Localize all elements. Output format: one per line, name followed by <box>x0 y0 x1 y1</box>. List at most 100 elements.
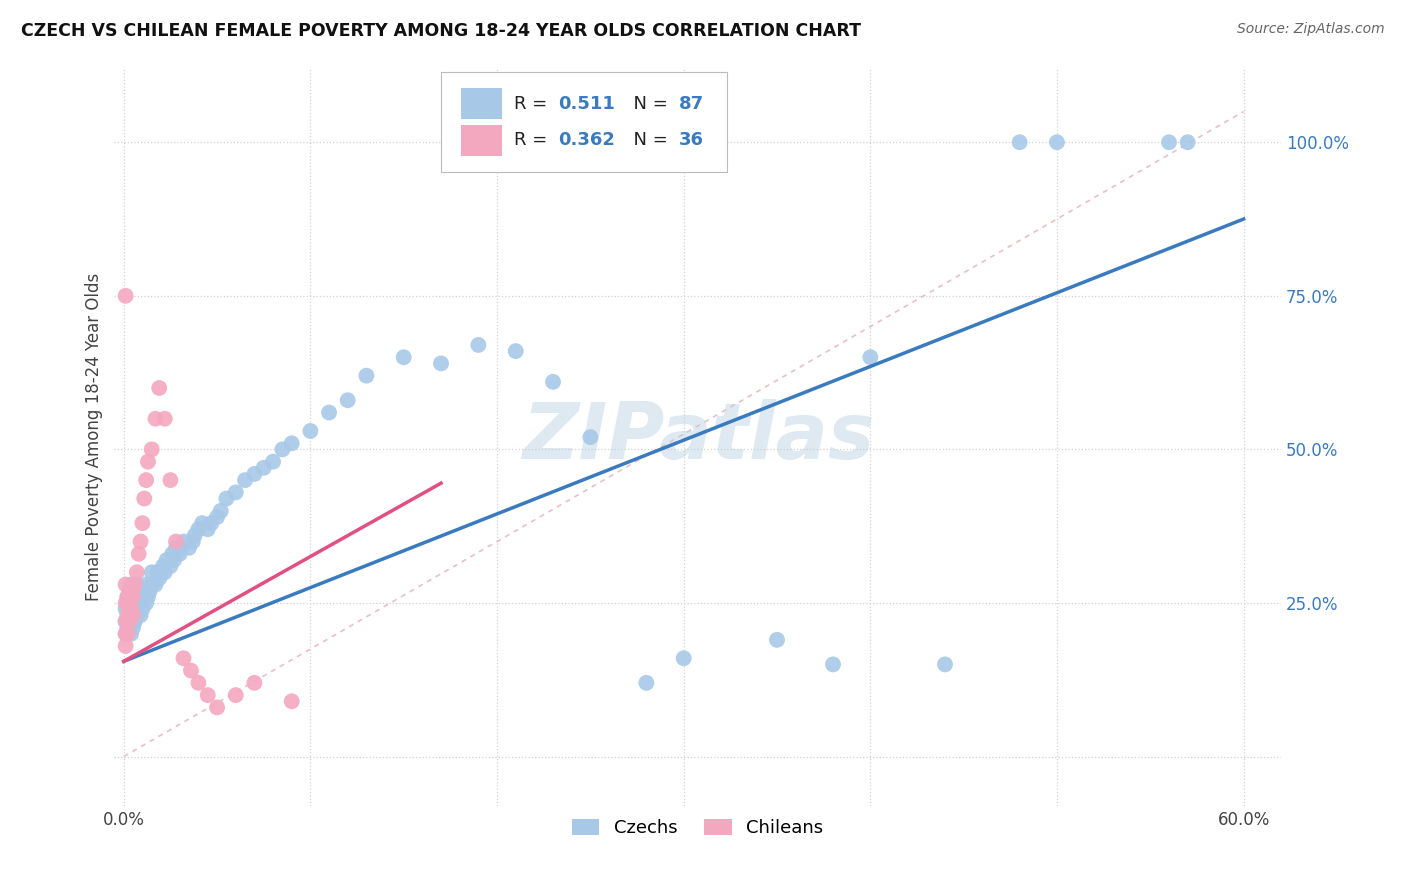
Point <box>163 553 186 567</box>
Point <box>120 608 142 623</box>
Point <box>114 626 136 640</box>
Text: CZECH VS CHILEAN FEMALE POVERTY AMONG 18-24 YEAR OLDS CORRELATION CHART: CZECH VS CHILEAN FEMALE POVERTY AMONG 18… <box>21 22 860 40</box>
Point <box>162 547 184 561</box>
Point <box>672 651 695 665</box>
Point <box>934 657 956 672</box>
Point <box>159 473 181 487</box>
Point <box>187 676 209 690</box>
Point <box>215 491 238 506</box>
Point <box>139 583 162 598</box>
Point <box>128 583 150 598</box>
Point <box>159 559 181 574</box>
Point <box>243 467 266 481</box>
Point <box>117 590 139 604</box>
Point <box>177 541 200 555</box>
Legend: Czechs, Chileans: Czechs, Chileans <box>565 812 831 845</box>
Point <box>118 602 141 616</box>
Point <box>120 596 142 610</box>
Point <box>124 583 146 598</box>
Point <box>243 676 266 690</box>
Point <box>766 632 789 647</box>
Point <box>145 577 167 591</box>
Point <box>165 534 187 549</box>
Point <box>859 351 882 365</box>
Point <box>467 338 489 352</box>
Point <box>114 626 136 640</box>
Point <box>124 577 146 591</box>
Point <box>1177 135 1199 149</box>
Point <box>114 596 136 610</box>
Point <box>117 621 139 635</box>
Point <box>122 621 145 635</box>
Point <box>122 608 145 623</box>
Point <box>118 615 141 629</box>
Point <box>122 590 145 604</box>
Point <box>172 534 194 549</box>
Point <box>120 577 142 591</box>
Point <box>136 590 159 604</box>
Text: Source: ZipAtlas.com: Source: ZipAtlas.com <box>1237 22 1385 37</box>
Point <box>124 615 146 629</box>
Point <box>117 596 139 610</box>
Point <box>153 411 176 425</box>
Point <box>225 688 247 702</box>
Point <box>180 664 202 678</box>
Point <box>114 615 136 629</box>
Text: 0.511: 0.511 <box>558 95 614 113</box>
Point <box>1046 135 1069 149</box>
Point <box>148 571 170 585</box>
Point <box>197 522 219 536</box>
Point <box>120 583 142 598</box>
Text: N =: N = <box>621 95 673 113</box>
Point <box>181 534 204 549</box>
Point <box>141 577 163 591</box>
Point <box>187 522 209 536</box>
Point <box>128 602 150 616</box>
Text: N =: N = <box>621 131 673 149</box>
Text: 0.362: 0.362 <box>558 131 614 149</box>
Point <box>114 289 136 303</box>
Point <box>318 405 340 419</box>
Point <box>131 583 153 598</box>
Point <box>122 577 145 591</box>
Point <box>120 602 142 616</box>
Point <box>141 566 163 580</box>
Point <box>125 590 148 604</box>
Point <box>821 657 844 672</box>
Point <box>152 559 174 574</box>
Point <box>125 566 148 580</box>
Point <box>169 547 191 561</box>
Point <box>129 590 152 604</box>
Point <box>336 393 359 408</box>
Point <box>541 375 564 389</box>
Point <box>141 442 163 457</box>
Text: 87: 87 <box>679 95 704 113</box>
Point <box>124 596 146 610</box>
FancyBboxPatch shape <box>461 88 502 120</box>
Text: 36: 36 <box>679 131 704 149</box>
Point <box>146 566 169 580</box>
Point <box>156 553 179 567</box>
Text: ZIPatlas: ZIPatlas <box>522 399 873 475</box>
Point <box>1008 135 1031 149</box>
Point <box>392 351 415 365</box>
Point <box>129 534 152 549</box>
Point <box>117 608 139 623</box>
Point <box>131 516 153 530</box>
Point <box>209 504 232 518</box>
Y-axis label: Female Poverty Among 18-24 Year Olds: Female Poverty Among 18-24 Year Olds <box>86 273 103 601</box>
Point <box>153 566 176 580</box>
Text: R =: R = <box>513 131 553 149</box>
Point <box>122 602 145 616</box>
Point <box>262 455 284 469</box>
Text: R =: R = <box>513 95 553 113</box>
Point <box>253 460 276 475</box>
Point <box>225 485 247 500</box>
Point <box>299 424 322 438</box>
Point <box>117 590 139 604</box>
Point <box>135 473 157 487</box>
Point <box>117 626 139 640</box>
Point <box>150 566 173 580</box>
Point <box>114 577 136 591</box>
FancyBboxPatch shape <box>441 72 727 172</box>
